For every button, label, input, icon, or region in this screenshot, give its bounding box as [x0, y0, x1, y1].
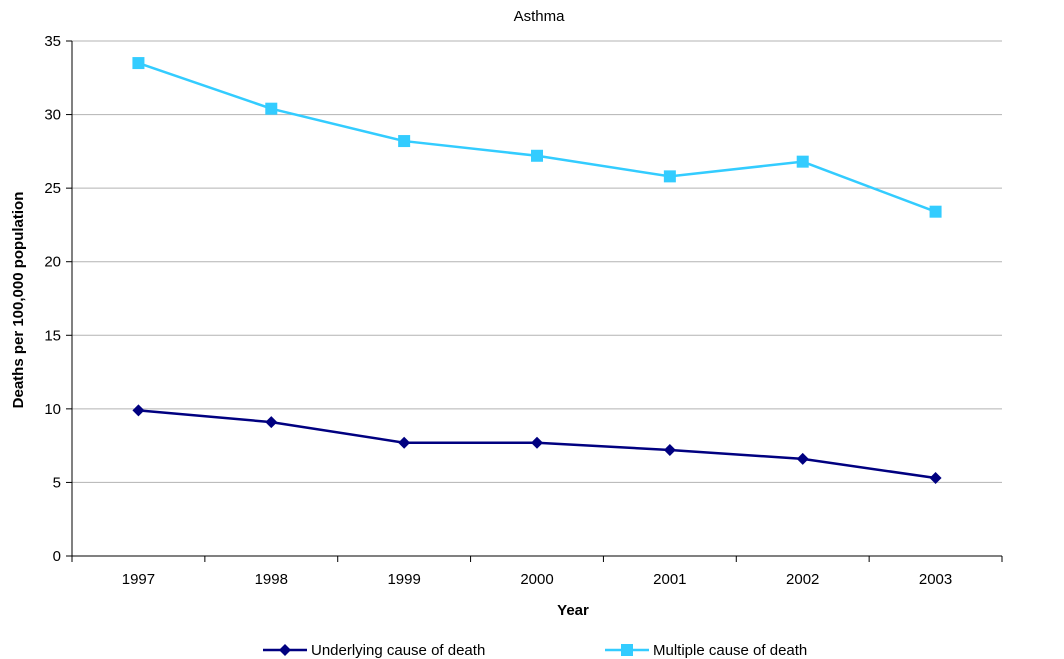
axes: [66, 40, 1003, 562]
series-2: [132, 57, 942, 218]
legend-item-2: Multiple cause of death: [605, 642, 807, 659]
x-tick-label-2000: 2000: [520, 571, 553, 588]
x-tick-label-2002: 2002: [786, 571, 819, 588]
series-1-point-1997: [132, 404, 145, 417]
legend-swatch-marker-1: [279, 644, 291, 656]
y-tick-label-25: 25: [44, 180, 61, 197]
x-tick-labels: 1997 1998 1999 2000 2001 2002 2003: [122, 571, 953, 588]
gridlines: [72, 40, 1002, 483]
chart-title: Asthma: [514, 8, 566, 25]
y-tick-label-30: 30: [44, 107, 61, 124]
legend-item-1: Underlying cause of death: [263, 642, 485, 659]
y-tick-label-0: 0: [53, 548, 61, 565]
x-tick-label-1999: 1999: [387, 571, 420, 588]
legend: Underlying cause of death Multiple cause …: [263, 642, 807, 659]
x-tick-label-2001: 2001: [653, 571, 686, 588]
series-2-point-2003: [929, 205, 942, 218]
series-1-point-2001: [663, 444, 676, 457]
series-1-point-2000: [531, 436, 543, 449]
y-tick-label-35: 35: [44, 33, 61, 50]
series-2-line: [138, 61, 937, 213]
series-2-point-1999: [398, 135, 411, 148]
series-2-point-2001: [663, 170, 676, 183]
y-tick-label-15: 15: [44, 327, 61, 344]
series-group: [132, 57, 942, 485]
y-tick-label-5: 5: [53, 474, 61, 491]
y-tick-label-20: 20: [44, 254, 61, 271]
legend-label-2: Multiple cause of death: [653, 642, 807, 659]
series-2-point-2000: [531, 149, 543, 162]
series-1-point-2003: [929, 472, 942, 485]
legend-swatch-marker-2: [621, 644, 633, 656]
x-tick-label-2003: 2003: [919, 571, 952, 588]
series-1: [132, 404, 942, 485]
y-tick-labels: 0 5 10 15 20 25 30 35: [44, 33, 61, 565]
legend-label-1: Underlying cause of death: [311, 642, 485, 659]
y-tick-label-10: 10: [44, 401, 61, 418]
x-axis-title: Year: [557, 602, 589, 619]
series-1-point-1999: [398, 436, 411, 449]
series-2-point-1998: [265, 102, 278, 115]
x-tick-label-1997: 1997: [122, 571, 155, 588]
y-axis-title: Deaths per 100,000 population: [10, 192, 27, 409]
series-1-point-2002: [796, 452, 809, 465]
x-tick-label-1998: 1998: [255, 571, 288, 588]
series-1-point-1998: [265, 416, 278, 429]
series-2-point-1997: [132, 57, 145, 70]
series-2-point-2002: [796, 155, 809, 168]
